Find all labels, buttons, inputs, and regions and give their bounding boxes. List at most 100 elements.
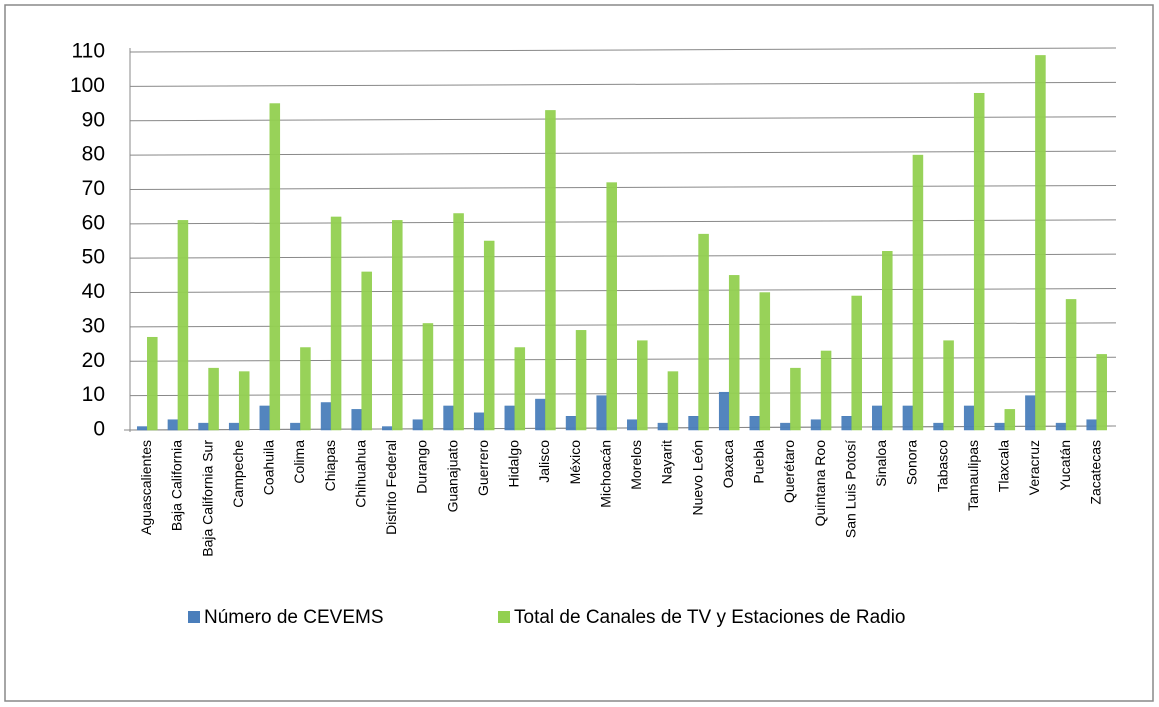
legend-swatch — [188, 611, 200, 623]
bar — [657, 422, 669, 431]
bar — [177, 220, 189, 431]
grid-line — [129, 219, 1117, 225]
y-tick-label: 100 — [70, 74, 105, 97]
grid-line — [129, 116, 1117, 122]
legend-label: Total de Canales de TV y Estaciones de R… — [514, 607, 906, 628]
bar — [749, 416, 761, 431]
bar — [1055, 422, 1067, 431]
bar — [361, 271, 372, 431]
x-tick-label: Jalisco — [536, 440, 552, 483]
bar — [596, 395, 607, 431]
x-tick-label: Colima — [291, 440, 307, 484]
bar — [238, 371, 250, 431]
bar — [443, 405, 454, 431]
bar — [167, 419, 179, 431]
bar — [473, 412, 485, 431]
bar — [392, 220, 403, 431]
bar — [872, 405, 883, 431]
bar — [300, 347, 311, 431]
x-tick-label: Yucatán — [1057, 440, 1073, 491]
bar — [1086, 419, 1097, 431]
x-tick-label: Campeche — [230, 440, 246, 508]
grid-line — [129, 253, 1117, 259]
y-tick-label: 90 — [82, 108, 105, 131]
bar — [483, 240, 495, 431]
bar — [1004, 409, 1016, 431]
y-tick-label: 10 — [82, 383, 105, 406]
x-tick-label: Aguascalientes — [138, 440, 154, 535]
x-tick-label: Puebla — [751, 440, 767, 484]
y-tick-label: 60 — [82, 211, 105, 234]
x-tick-label: Hidalgo — [506, 440, 522, 488]
bar — [790, 367, 801, 431]
bar — [259, 405, 271, 431]
bar — [320, 402, 332, 431]
x-tick-label: Coahuila — [261, 440, 277, 495]
grid-line — [129, 81, 1117, 87]
bar — [912, 154, 924, 431]
bar — [575, 330, 587, 431]
chart-frame — [4, 4, 1154, 702]
bar — [198, 422, 209, 431]
bar — [137, 426, 148, 431]
y-tick-label: 30 — [82, 314, 105, 337]
bar — [780, 422, 791, 431]
x-tick-label: San Luis Potosí — [842, 440, 858, 538]
x-tick-label: Chihuahua — [352, 440, 368, 508]
x-tick-label: Nuevo León — [689, 440, 705, 516]
bar — [994, 422, 1006, 431]
bar — [1096, 354, 1107, 431]
bar — [1025, 395, 1036, 431]
bar — [637, 340, 648, 431]
bar — [147, 336, 158, 431]
bar — [718, 391, 730, 431]
y-tick-label: 0 — [93, 418, 105, 441]
bar — [973, 92, 985, 431]
bar — [1035, 55, 1046, 431]
bar — [627, 419, 638, 431]
bar — [841, 416, 852, 431]
bar — [810, 419, 822, 431]
bar — [208, 367, 219, 431]
x-tick-label: Distrito Federal — [383, 440, 399, 535]
grid-line — [129, 150, 1117, 156]
bar — [943, 340, 954, 431]
x-tick-label: Morelos — [628, 440, 644, 490]
bar — [545, 110, 556, 431]
x-tick-label: Tabasco — [934, 440, 950, 492]
bar — [1065, 299, 1077, 431]
x-tick-label: Sinaloa — [873, 440, 889, 487]
x-tick-label: Tamaulipas — [965, 440, 981, 511]
bar — [759, 292, 771, 431]
bar — [698, 233, 709, 431]
bar — [228, 422, 240, 431]
x-tick-label: Quintana Roo — [812, 440, 828, 527]
x-tick-label: Sonora — [904, 440, 920, 485]
bar — [820, 350, 832, 431]
grid-line — [129, 47, 1117, 53]
bar — [382, 426, 393, 431]
x-tick-label: Nayarit — [659, 440, 675, 484]
y-tick-label: 110 — [72, 40, 105, 63]
x-tick-label: Durango — [414, 440, 430, 494]
x-tick-label: Tlaxcala — [996, 440, 1012, 492]
legend-swatch — [498, 611, 510, 623]
x-tick-label: Michoacán — [597, 440, 613, 508]
y-tick-label: 70 — [82, 177, 105, 200]
bar — [535, 398, 546, 431]
bar — [933, 422, 944, 431]
bar — [269, 103, 281, 431]
x-tick-label: Querétaro — [781, 440, 797, 503]
x-tick-label: Baja California — [169, 440, 185, 531]
bar — [514, 347, 526, 431]
bar — [882, 251, 893, 431]
x-tick-label: Veracruz — [1026, 440, 1042, 495]
x-tick-label: Chiapas — [322, 440, 338, 491]
bar — [351, 409, 362, 431]
bar — [504, 405, 516, 431]
bar — [667, 371, 679, 431]
bar — [422, 323, 434, 431]
grid-line — [129, 184, 1117, 190]
bar — [851, 295, 862, 431]
x-tick-label: Guanajuato — [444, 440, 460, 513]
